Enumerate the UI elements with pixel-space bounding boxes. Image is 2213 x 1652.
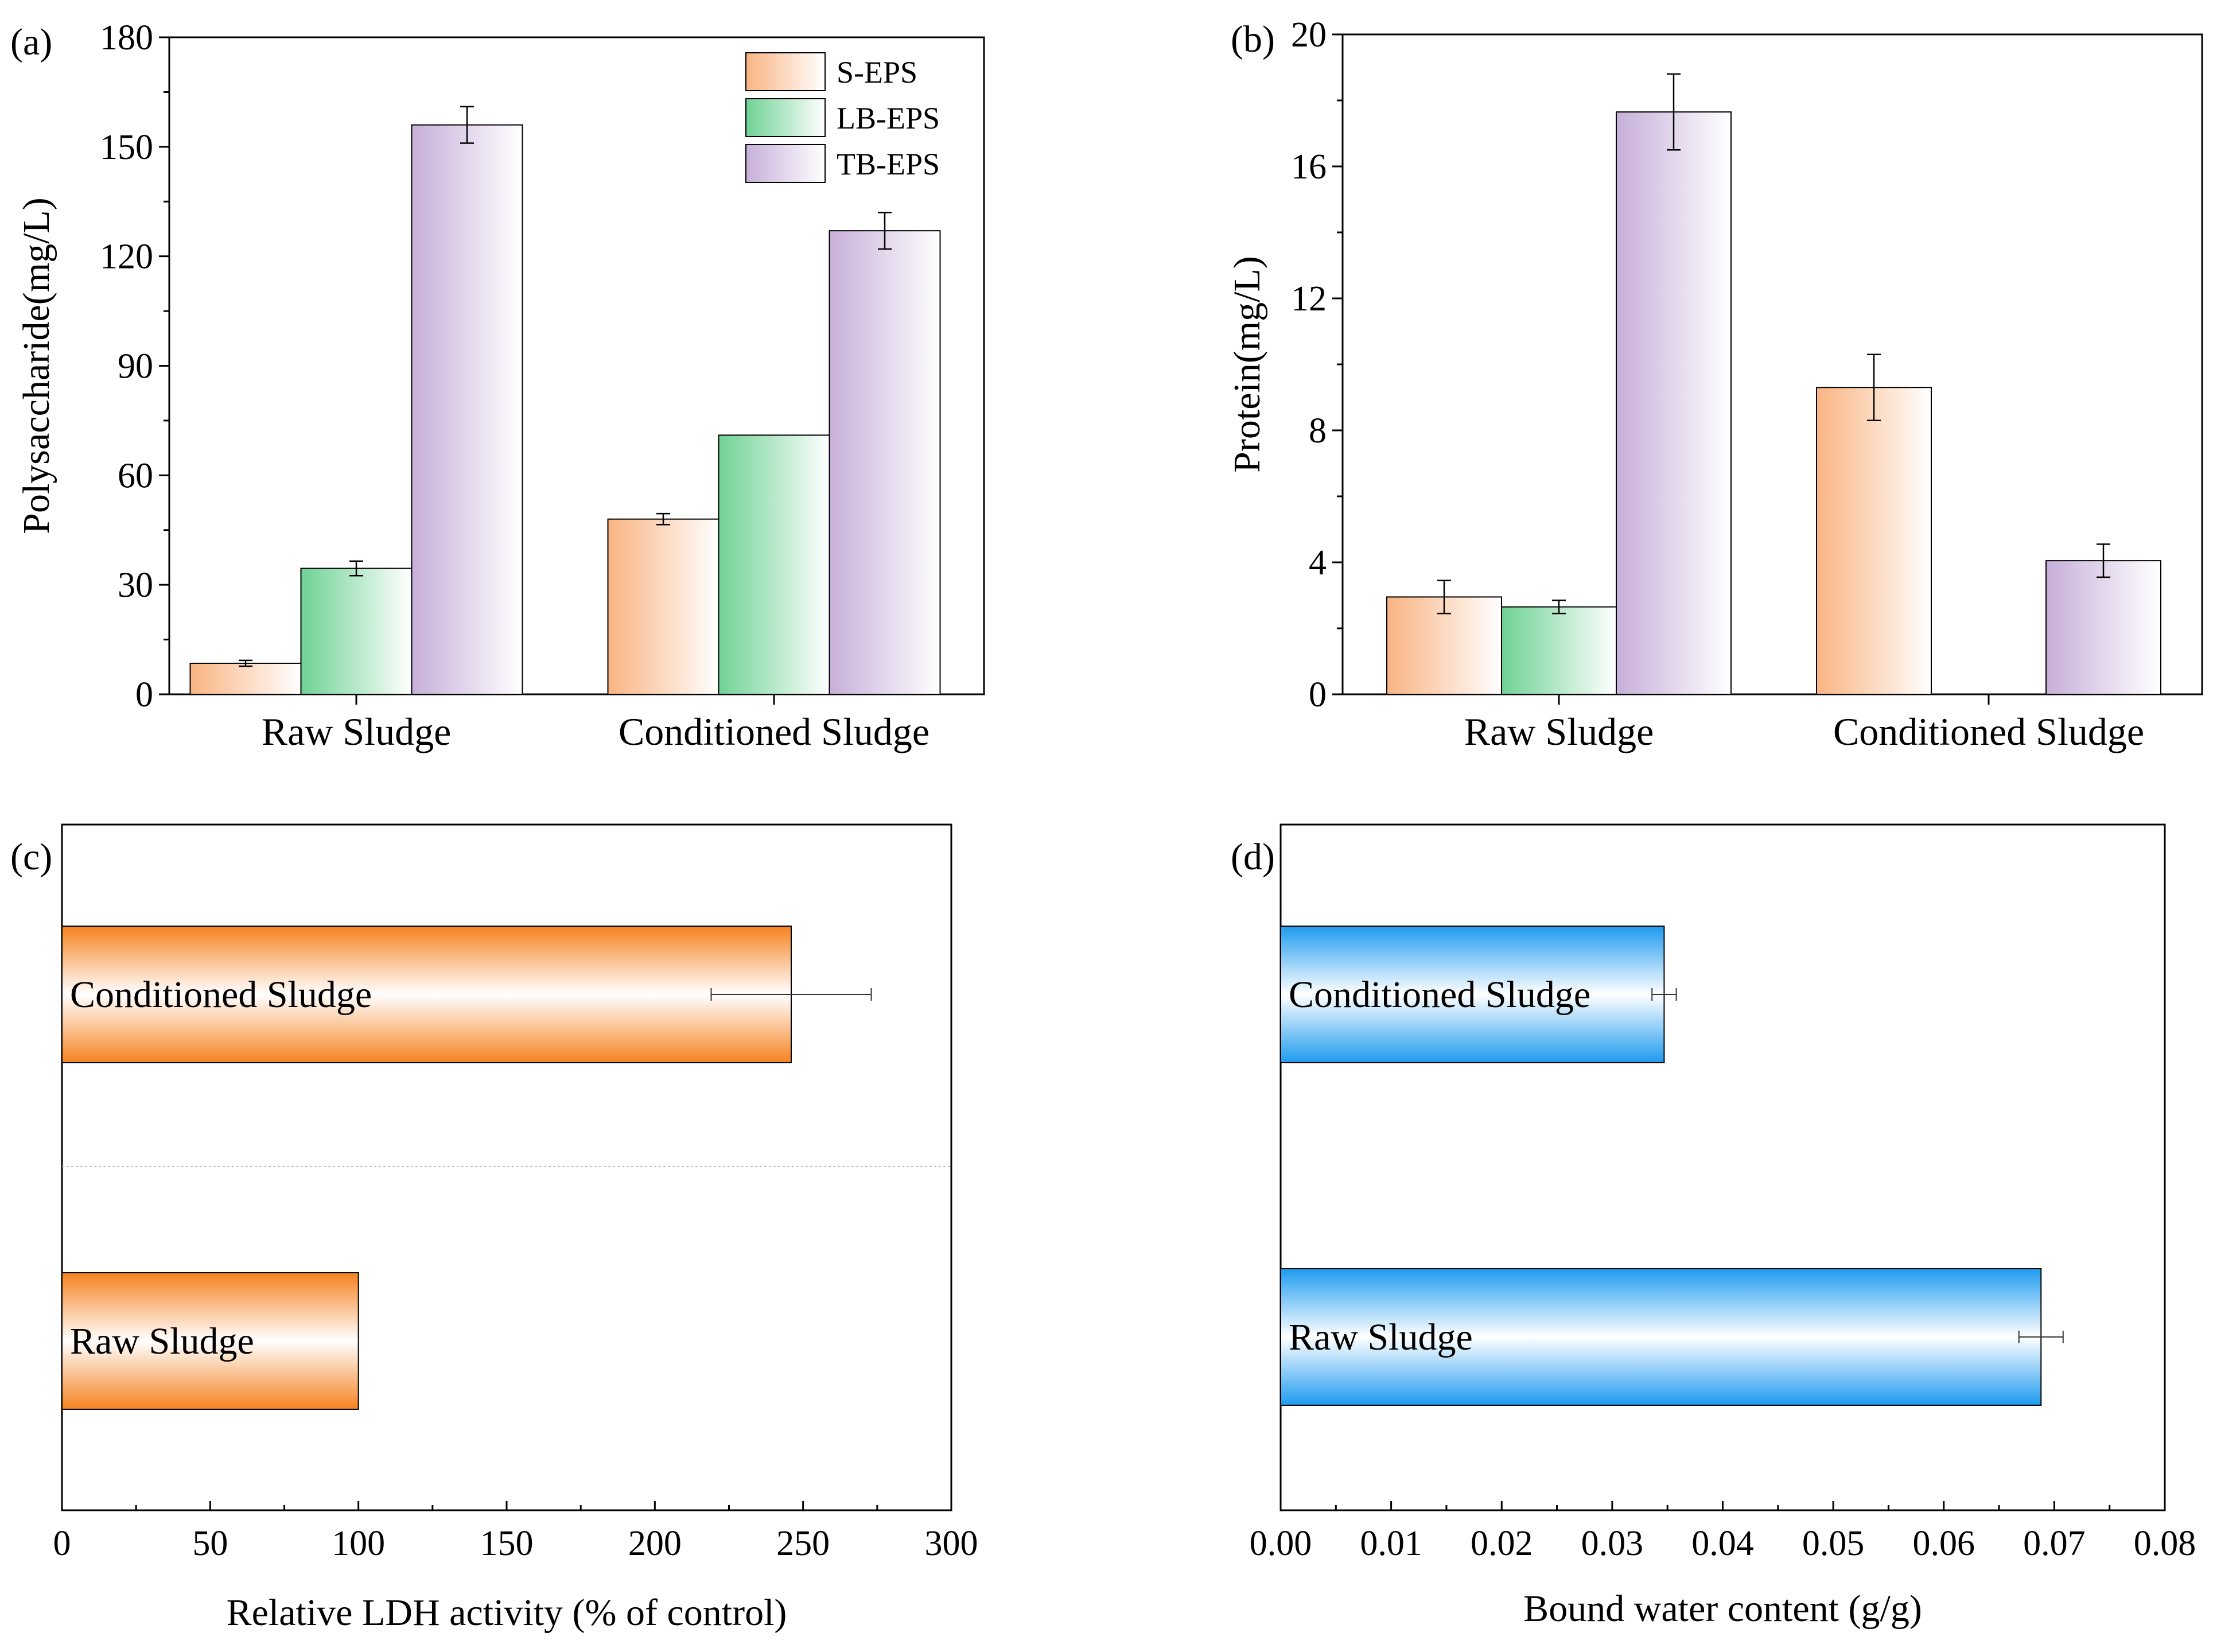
- error-bar-lb-eps-raw-sludge: [349, 560, 363, 577]
- panel-label: (d): [1231, 836, 1275, 878]
- bar-category-label: Raw Sludge: [1289, 1316, 1473, 1358]
- y-tick-label: 180: [100, 18, 153, 57]
- x-axis-title: Relative LDH activity (% of control): [227, 1592, 787, 1634]
- legend-label-s-eps: S-EPS: [837, 55, 917, 90]
- y-tick-label: 20: [1291, 15, 1327, 55]
- panel-d-bound-water-chart: 0.00 0.01 0.02 0.03 0.04 0.05 0.06 0.07 0.08 Raw …: [1231, 823, 2196, 1630]
- bar-tb-eps-conditioned-sludge: [2045, 560, 2161, 695]
- bar-tb-eps-raw-sludge: [1616, 111, 1732, 695]
- panel-b-protein-chart: 0 4 8 12 16 20 Raw Sludge Conditioned Sludge Pro…: [1226, 15, 2203, 753]
- x-tick-label: 50: [192, 1524, 228, 1563]
- y-tick-label: 150: [100, 128, 153, 167]
- legend: S-EPS LB-EPS TB-EPS: [745, 52, 940, 183]
- y-tick-label: 0: [1309, 675, 1327, 714]
- error-bar-tb-eps-raw-sludge: [460, 106, 474, 144]
- x-tick-label: 0.07: [2023, 1524, 2086, 1563]
- panel-label: (a): [10, 21, 52, 63]
- panel-label: (c): [10, 836, 52, 878]
- x-tick-label: 150: [480, 1524, 534, 1563]
- bar-raw-sludge: [61, 1272, 359, 1410]
- x-tick-label: 0.05: [1802, 1524, 1865, 1563]
- legend-swatch-s-eps: [745, 52, 826, 91]
- x-tick-label: 0.03: [1581, 1524, 1644, 1563]
- y-tick-label: 16: [1291, 147, 1327, 186]
- bar-conditioned-sludge: [1280, 926, 1665, 1063]
- error-bar-s-eps-raw-sludge: [1437, 580, 1451, 615]
- x-tick-label: 100: [332, 1524, 385, 1563]
- error-bar-tb-eps-raw-sludge: [1667, 73, 1681, 151]
- bar-tb-eps-raw-sludge: [411, 124, 523, 695]
- error-bar-conditioned-sludge: [710, 988, 872, 1001]
- error-bar-lb-eps-raw-sludge: [1552, 599, 1566, 615]
- x-tick-label: 0.04: [1691, 1524, 1754, 1563]
- panel-label: (b): [1231, 18, 1275, 60]
- x-category-label: Raw Sludge: [262, 710, 452, 753]
- error-bar-s-eps-raw-sludge: [239, 659, 252, 667]
- error-bar-conditioned-sludge: [1651, 988, 1677, 1001]
- x-tick-label: 200: [628, 1524, 682, 1563]
- x-tick-label: 0.02: [1471, 1524, 1533, 1563]
- y-tick-label: 8: [1309, 411, 1327, 450]
- error-bar-raw-sludge: [2018, 1331, 2064, 1343]
- y-tick-label: 4: [1309, 543, 1327, 582]
- error-bar-s-eps-conditioned-sludge: [656, 512, 670, 526]
- bar-category-label: Conditioned Sludge: [70, 974, 372, 1016]
- y-tick-label: 0: [135, 675, 153, 714]
- bar-category-label: Conditioned Sludge: [1289, 974, 1590, 1016]
- x-tick-label: 0.00: [1250, 1524, 1312, 1563]
- x-tick-label: 0.08: [2134, 1524, 2196, 1563]
- bar-lb-eps-raw-sludge: [300, 567, 413, 695]
- bar-category-label: Raw Sludge: [70, 1320, 254, 1362]
- panel-a-polysaccharide-chart: 0 30 60 90 120 150 180 Raw Sludge Conditioned Sl…: [10, 18, 985, 753]
- bar-lb-eps-raw-sludge: [1501, 606, 1617, 695]
- y-tick-label: 90: [118, 347, 153, 386]
- y-tick-label: 60: [118, 456, 153, 495]
- bar-s-eps-conditioned-sludge: [607, 518, 719, 695]
- legend-label-tb-eps: TB-EPS: [837, 147, 940, 181]
- x-tick-label: 300: [925, 1524, 978, 1563]
- legend-swatch-lb-eps: [745, 98, 826, 137]
- legend-label-lb-eps: LB-EPS: [837, 101, 940, 135]
- bar-s-eps-raw-sludge: [189, 662, 302, 695]
- error-bar-tb-eps-conditioned-sludge: [878, 212, 892, 250]
- x-axis-title: Bound water content (g/g): [1523, 1588, 1922, 1630]
- x-tick-label: 0.01: [1360, 1524, 1422, 1563]
- x-category-label: Conditioned Sludge: [1833, 710, 2144, 753]
- panel-c-ldh-chart: 0 50 100 150 200 250 300 Raw Sludge Conditioned …: [10, 823, 978, 1634]
- bar-lb-eps-conditioned-sludge: [718, 434, 830, 695]
- legend-swatch-tb-eps: [745, 144, 826, 183]
- y-axis-title: Polysaccharide(mg/L): [15, 197, 57, 534]
- y-axis-title: Protein(mg/L): [1226, 256, 1268, 473]
- x-tick-label: 0: [53, 1524, 71, 1563]
- x-category-label: Raw Sludge: [1464, 710, 1654, 753]
- error-bar-tb-eps-conditioned-sludge: [2097, 543, 2110, 578]
- y-tick-label: 30: [118, 566, 153, 605]
- x-tick-label: 250: [776, 1524, 830, 1563]
- x-tick-label: 0.06: [1913, 1524, 1975, 1563]
- bar-tb-eps-conditioned-sludge: [829, 230, 941, 695]
- y-tick-label: 120: [100, 238, 153, 277]
- y-tick-label: 12: [1291, 279, 1327, 318]
- bar-s-eps-conditioned-sludge: [1816, 387, 1932, 695]
- bar-raw-sludge: [1280, 1268, 2042, 1406]
- bar-conditioned-sludge: [61, 926, 792, 1063]
- x-category-label: Conditioned Sludge: [619, 710, 929, 753]
- error-bar-s-eps-conditioned-sludge: [1867, 353, 1881, 421]
